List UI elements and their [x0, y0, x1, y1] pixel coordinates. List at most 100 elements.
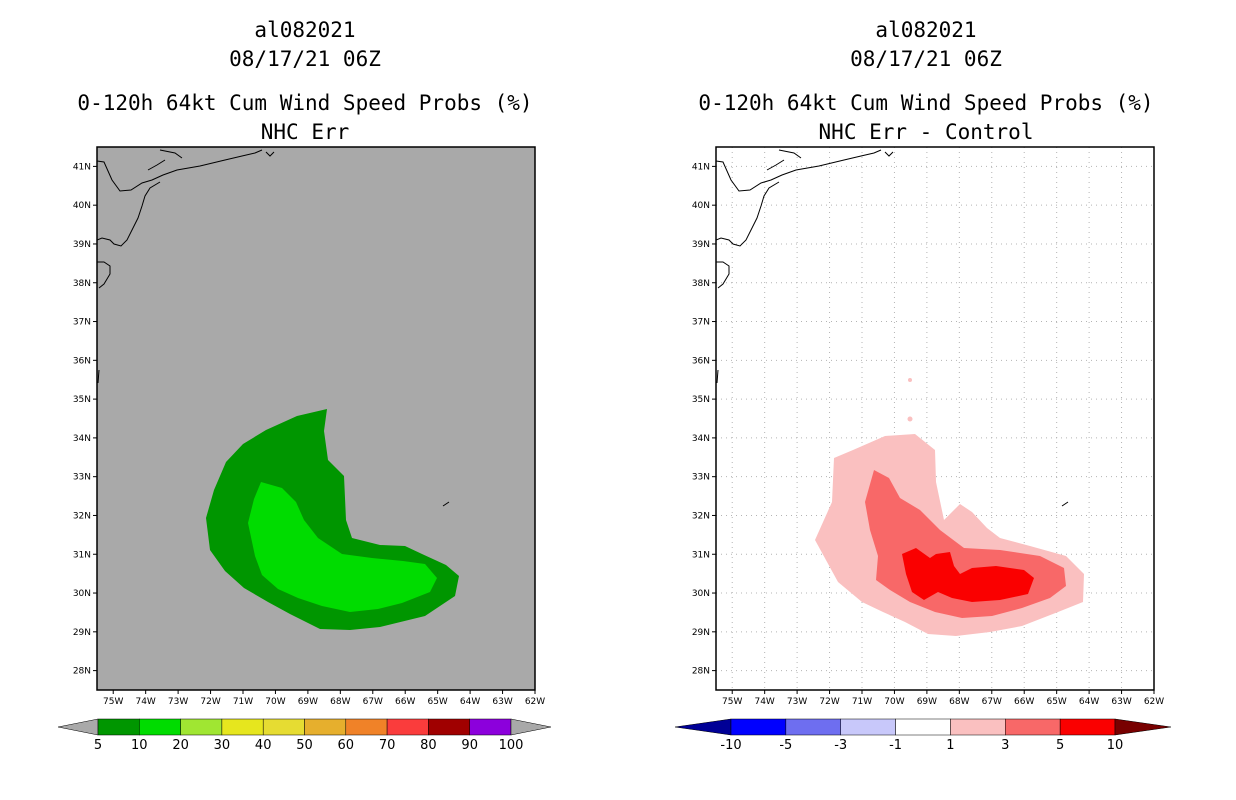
left-subtitle: NHC Err [260, 120, 350, 144]
right-island [1061, 501, 1069, 507]
colorbar-swatch [469, 718, 512, 736]
left-title: 0-120h 64kt Cum Wind Speed Probs (%) [77, 91, 533, 115]
colorbar-label: -5 [779, 738, 792, 753]
right-subtitle: NHC Err - Control [818, 120, 1034, 144]
lat-tick-label: 36N [73, 356, 91, 366]
lon-tick-label: 72W [200, 697, 220, 707]
lon-tick-label: 72W [819, 697, 839, 707]
lat-tick-label: 38N [692, 279, 710, 289]
lon-tick-label: 67W [363, 697, 383, 707]
colorbar-label: 100 [499, 738, 524, 753]
left-datetime: 08/17/21 06Z [229, 47, 381, 71]
lon-tick-label: 66W [1014, 697, 1034, 707]
colorbar-label: 10 [1107, 738, 1124, 753]
lat-tick-label: 40N [692, 201, 710, 211]
right-map-frame [715, 146, 1155, 691]
colorbar-swatch [180, 718, 223, 736]
lon-tick-label: 64W [1079, 697, 1099, 707]
colorbar-swatch [262, 718, 305, 736]
lon-tick-label: 62W [525, 697, 545, 707]
lon-tick-label: 68W [949, 697, 969, 707]
colorbar-label: -10 [720, 738, 741, 753]
lat-tick-label: 41N [692, 162, 710, 172]
colorbar-swatch [895, 718, 951, 736]
lon-tick-label: 64W [460, 697, 480, 707]
colorbar-swatch [304, 718, 347, 736]
colorbar-label: 1 [946, 738, 954, 753]
right-storm-id: al082021 [875, 18, 977, 42]
colorbar-label: 5 [94, 738, 102, 753]
left-lon-labels: 75W 74W 73W 72W 71W 70W 69W 68W 67W 66W 65W 64W 63W 6… [103, 690, 545, 707]
colorbar-label: 60 [338, 738, 355, 753]
lat-tick-label: 38N [73, 279, 91, 289]
lat-tick-label: 29N [692, 628, 710, 638]
lon-tick-label: 73W [168, 697, 188, 707]
colorbar-label: 20 [172, 738, 189, 753]
lon-tick-label: 65W [427, 697, 447, 707]
lat-tick-label: 28N [73, 667, 91, 677]
colorbar-label: 10 [131, 738, 148, 753]
lon-tick-label: 69W [298, 697, 318, 707]
lon-tick-label: 73W [787, 697, 807, 707]
left-island [442, 501, 450, 507]
left-map-frame [96, 146, 536, 691]
colorbar-label: 50 [296, 738, 313, 753]
colorbar-label: 70 [379, 738, 396, 753]
colorbar-swatch [97, 718, 140, 736]
right-diff-speck-1 [908, 378, 912, 382]
right-diff-speck-2 [907, 416, 913, 422]
lon-tick-label: 68W [330, 697, 350, 707]
lat-tick-label: 32N [692, 511, 710, 521]
lat-tick-label: 31N [73, 550, 91, 560]
lat-tick-label: 29N [73, 628, 91, 638]
colorbar-right-arrow [510, 718, 552, 736]
lat-tick-label: 35N [73, 395, 91, 405]
left-coastline [97, 149, 275, 384]
lat-tick-label: 41N [73, 162, 91, 172]
lat-tick-label: 34N [692, 434, 710, 444]
right-map: 41N 40N 39N 38N 37N 36N 35N 34N 33N 32N 31N 30N 29N 2… [692, 146, 1164, 707]
colorbar-swatch [139, 718, 181, 736]
lat-tick-label: 37N [692, 318, 710, 328]
colorbar-swatch [840, 718, 896, 736]
lon-tick-label: 74W [135, 697, 155, 707]
right-coastline [716, 149, 894, 384]
lon-tick-label: 74W [754, 697, 774, 707]
lat-tick-label: 28N [692, 667, 710, 677]
lat-tick-label: 34N [73, 434, 91, 444]
colorbar-swatch [428, 718, 470, 736]
colorbar-label: 80 [420, 738, 437, 753]
colorbar-label: -3 [834, 738, 847, 753]
lon-tick-label: 70W [265, 697, 285, 707]
left-map: 41N 40N 39N 38N 37N 36N 35N 34N 33N 32N 31N 30N 29N 2… [73, 146, 545, 707]
colorbar-label: -1 [889, 738, 902, 753]
colorbar-swatch [785, 718, 841, 736]
lon-tick-label: 75W [103, 697, 123, 707]
left-prob-10-20-region [248, 482, 437, 612]
colorbar-label: 90 [461, 738, 478, 753]
colorbar-label: 5 [1056, 738, 1064, 753]
lat-tick-label: 40N [73, 201, 91, 211]
lat-tick-label: 39N [73, 240, 91, 250]
colorbar-swatch [730, 718, 787, 736]
right-colorbar: -10 -5 -3 -1 1 3 5 10 [674, 718, 1172, 753]
lon-tick-label: 66W [395, 697, 415, 707]
colorbar-swatch [221, 718, 264, 736]
colorbar-swatch [345, 718, 388, 736]
colorbar-swatch [1005, 718, 1061, 736]
lon-tick-label: 75W [722, 697, 742, 707]
colorbar-right-arrow [1114, 718, 1172, 736]
lon-tick-label: 63W [492, 697, 512, 707]
lat-tick-label: 33N [692, 473, 710, 483]
lat-tick-label: 32N [73, 511, 91, 521]
lat-tick-label: 30N [73, 589, 91, 599]
colorbar-label: 30 [214, 738, 231, 753]
lat-tick-label: 36N [692, 356, 710, 366]
right-datetime: 08/17/21 06Z [850, 47, 1002, 71]
colorbar-swatch [1059, 718, 1116, 736]
colorbar-label: 3 [1001, 738, 1009, 753]
lon-tick-label: 69W [917, 697, 937, 707]
right-title: 0-120h 64kt Cum Wind Speed Probs (%) [698, 91, 1154, 115]
lat-tick-label: 30N [692, 589, 710, 599]
